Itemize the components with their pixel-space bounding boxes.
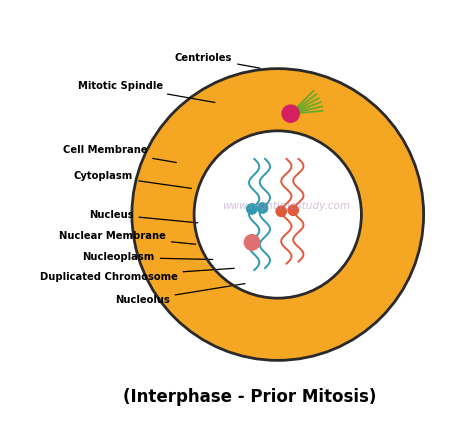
Text: Nucleus: Nucleus xyxy=(89,209,198,223)
Circle shape xyxy=(276,206,286,216)
Text: Duplicated Chromosome: Duplicated Chromosome xyxy=(40,268,234,282)
Circle shape xyxy=(244,235,260,250)
Text: Cytoplasm: Cytoplasm xyxy=(74,171,191,188)
Text: Nucleoplasm: Nucleoplasm xyxy=(82,252,213,263)
Text: www.hightimestudy.com: www.hightimestudy.com xyxy=(222,201,350,211)
Circle shape xyxy=(194,131,361,298)
Circle shape xyxy=(257,203,268,213)
Circle shape xyxy=(282,105,299,122)
Text: Cell Membrane: Cell Membrane xyxy=(63,145,176,163)
Text: Nucleolus: Nucleolus xyxy=(115,284,245,305)
Text: Nuclear Membrane: Nuclear Membrane xyxy=(59,231,196,244)
Circle shape xyxy=(132,69,424,360)
Text: Mitotic Spindle: Mitotic Spindle xyxy=(78,81,215,103)
Text: (Interphase - Prior Mitosis): (Interphase - Prior Mitosis) xyxy=(123,388,376,406)
Circle shape xyxy=(246,204,257,214)
Circle shape xyxy=(288,205,298,215)
Text: Centrioles: Centrioles xyxy=(175,53,260,68)
